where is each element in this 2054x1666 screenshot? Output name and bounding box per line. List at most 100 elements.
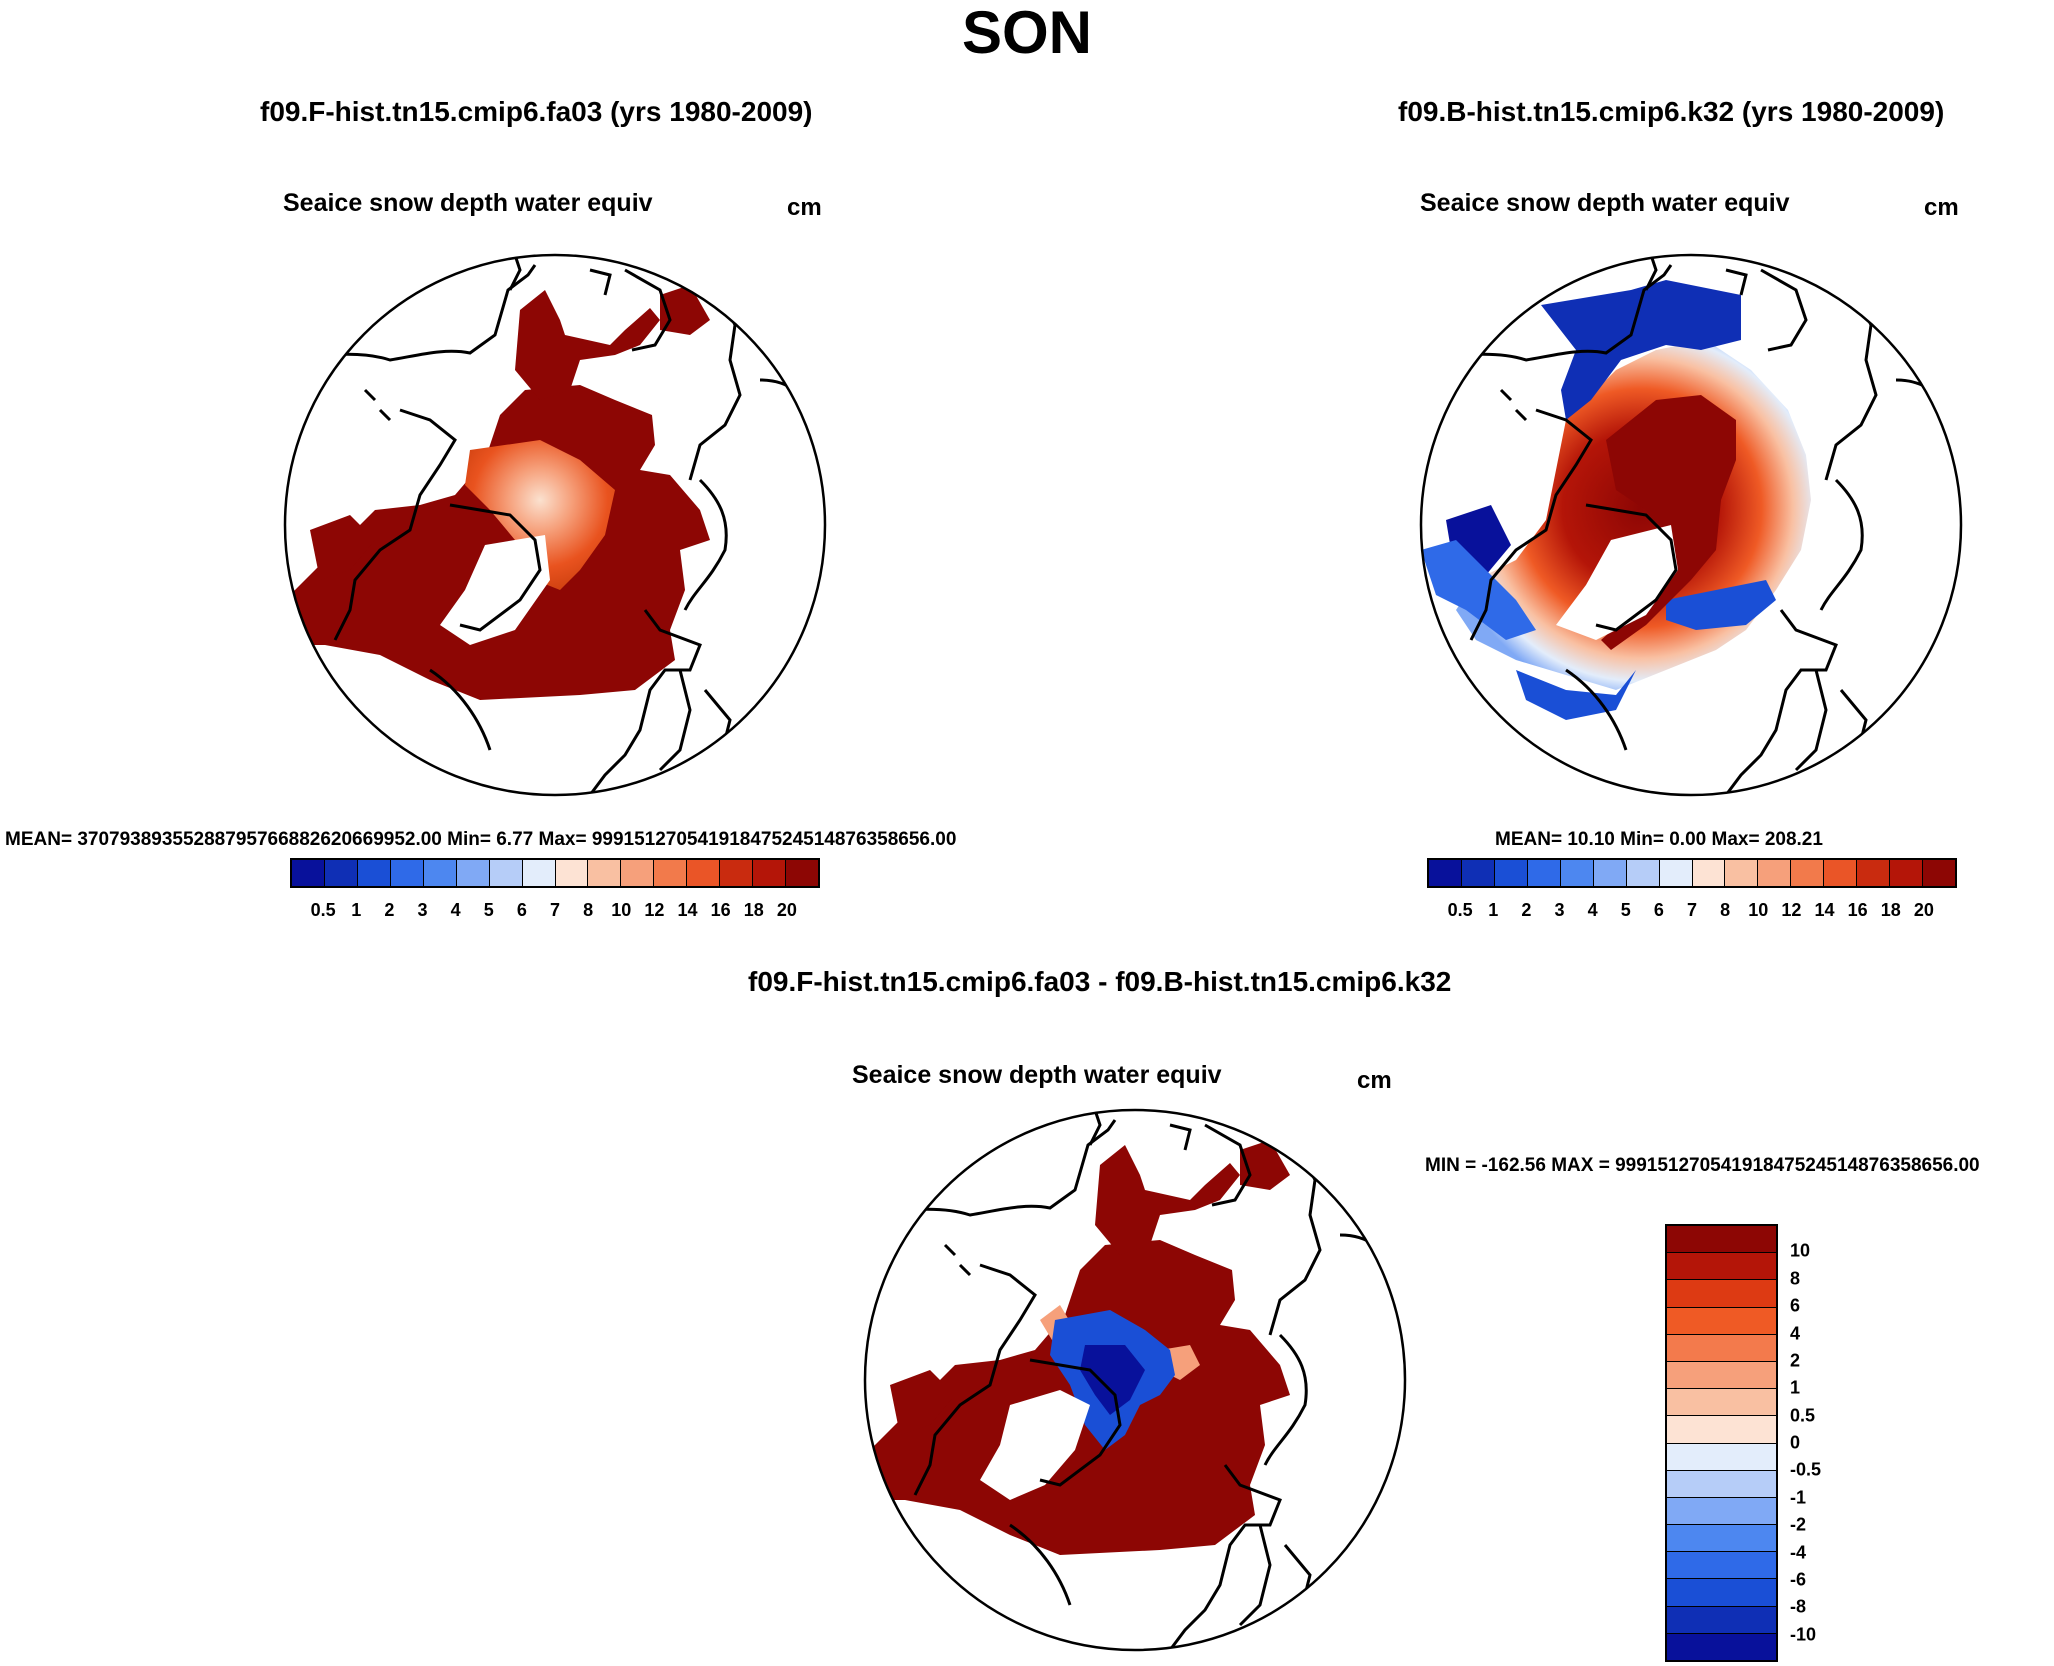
colorbar-swatch [292, 860, 324, 886]
diff-colorbar-swatch [1667, 1415, 1776, 1443]
left-central-arctic-peak [465, 440, 615, 590]
colorbar-swatch [455, 860, 489, 886]
diff-colorbar-tick-label: -6 [1790, 1569, 1807, 1590]
colorbar-tick-label: 3 [417, 900, 428, 920]
diff-colorbar-tick-label: -0.5 [1790, 1459, 1822, 1480]
colorbar-swatch [1757, 860, 1791, 886]
colorbar-swatch [554, 860, 588, 886]
colorbar-swatch [1559, 860, 1593, 886]
diff-colorbar-tick-label: -10 [1790, 1624, 1817, 1645]
colorbar-swatch [587, 860, 621, 886]
colorbar-swatch [1592, 860, 1626, 886]
left-stats-line: MEAN= 37079389355288795766882620669952.0… [5, 829, 957, 850]
diff-colorbar-tick-label: 2 [1790, 1350, 1801, 1371]
colorbar-tick-label: 2 [384, 900, 395, 920]
diff-colorbar-swatch [1667, 1279, 1776, 1307]
diff-colorbar-tick-label: 6 [1790, 1295, 1801, 1316]
colorbar-tick-label: 8 [583, 900, 594, 920]
colorbar-swatch [653, 860, 687, 886]
colorbar-swatch [620, 860, 654, 886]
colorbar-tick-label: 1 [1488, 900, 1499, 920]
colorbar-tick-label: 14 [1814, 900, 1835, 920]
diff-colorbar-swatch [1667, 1524, 1776, 1552]
colorbar-tick-label: 10 [1748, 900, 1769, 920]
colorbar-tick-label: 14 [677, 900, 698, 920]
right-polar-map [1419, 253, 1963, 797]
diff-colorbar-tick-label: 8 [1790, 1268, 1801, 1289]
colorbar-swatch [1922, 860, 1955, 886]
right-variable-label: Seaice snow depth water equiv [1420, 189, 1790, 217]
colorbar-tick-label: 4 [1587, 900, 1598, 920]
diff-colorbar-swatch [1667, 1469, 1776, 1497]
diff-colorbar-tick-label: -2 [1790, 1514, 1807, 1535]
diff-stats-line: MIN = -162.56 MAX = 99915127054191847524… [1425, 1155, 1980, 1176]
right-stats-line: MEAN= 10.10 Min= 0.00 Max= 208.21 [1495, 829, 1823, 850]
left-variable-label: Seaice snow depth water equiv [283, 189, 653, 217]
colorbar-tick-label: 18 [743, 900, 764, 920]
diff-colorbar [1665, 1224, 1778, 1662]
diff-colorbar-tick-label: 1 [1790, 1377, 1801, 1398]
diff-units-label: cm [1357, 1067, 1392, 1094]
diff-colorbar-tick-label: -4 [1790, 1542, 1807, 1562]
colorbar-swatch [1625, 860, 1659, 886]
left-case-title: f09.F-hist.tn15.cmip6.fa03 (yrs 1980-200… [260, 96, 813, 127]
colorbar-swatch [752, 860, 786, 886]
colorbar-tick-label: 0.5 [1447, 900, 1473, 920]
diff-colorbar-swatch [1667, 1605, 1776, 1633]
diff-case-title: f09.F-hist.tn15.cmip6.fa03 - f09.B-hist.… [748, 966, 1452, 997]
right-case-title: f09.B-hist.tn15.cmip6.k32 (yrs 1980-2009… [1398, 96, 1945, 127]
colorbar-tick-label: 20 [1913, 900, 1934, 920]
colorbar-tick-label: 0.5 [310, 900, 336, 920]
colorbar-swatch [488, 860, 522, 886]
diff-colorbar-tick-label: 0 [1790, 1432, 1801, 1453]
colorbar-swatch [1889, 860, 1923, 886]
colorbar-tick-label: 4 [450, 900, 461, 920]
diff-colorbar-tick-label: 4 [1790, 1323, 1801, 1343]
diff-colorbar-tick-label: 0.5 [1790, 1405, 1816, 1426]
colorbar-tick-label: 5 [1620, 900, 1631, 920]
colorbar-swatch [1724, 860, 1758, 886]
colorbar-tick-label: 1 [351, 900, 362, 920]
diff-variable-label: Seaice snow depth water equiv [852, 1061, 1222, 1089]
colorbar-swatch [356, 860, 390, 886]
colorbar-swatch [1493, 860, 1527, 886]
colorbar-swatch [686, 860, 720, 886]
colorbar-tick-label: 16 [1847, 900, 1868, 920]
colorbar-swatch [1691, 860, 1725, 886]
diff-colorbar-swatch [1667, 1496, 1776, 1525]
diff-colorbar-labels: 10 8 6 4 2 1 0.5 0 -0.5 -1 -2 -4 -6 -8 -10 [1790, 1224, 1870, 1662]
diff-colorbar-tick-label: 10 [1790, 1240, 1811, 1261]
diff-colorbar-swatch [1667, 1226, 1776, 1253]
diff-colorbar-swatch [1667, 1578, 1776, 1606]
colorbar-tick-label: 12 [1781, 900, 1802, 920]
colorbar-tick-label: 20 [776, 900, 797, 920]
colorbar-swatch [1429, 860, 1461, 886]
diff-colorbar-tick-label: -8 [1790, 1596, 1807, 1617]
left-colorbar [290, 858, 820, 888]
colorbar-tick-label: 18 [1880, 900, 1901, 920]
colorbar-tick-label: 6 [1653, 900, 1664, 920]
figure-title: SON [961, 0, 1093, 66]
diff-colorbar-swatch [1667, 1388, 1776, 1416]
colorbar-tick-label: 5 [483, 900, 494, 920]
colorbar-swatch [389, 860, 423, 886]
colorbar-swatch [323, 860, 357, 886]
right-units-label: cm [1924, 194, 1959, 221]
colorbar-swatch [1790, 860, 1824, 886]
diff-polar-map [863, 1108, 1407, 1652]
diff-colorbar-swatch [1667, 1632, 1776, 1660]
diff-colorbar-swatch [1667, 1306, 1776, 1334]
right-colorbar [1427, 858, 1957, 888]
left-units-label: cm [787, 194, 822, 221]
diff-colorbar-swatch [1667, 1442, 1776, 1470]
colorbar-swatch [1658, 860, 1692, 886]
left-colorbar-labels: 0.5 1 2 3 4 5 6 7 8 10 12 14 16 18 20 [290, 900, 820, 924]
colorbar-tick-label: 7 [1686, 900, 1698, 920]
colorbar-tick-label: 12 [644, 900, 665, 920]
colorbar-swatch [521, 860, 555, 886]
diff-colorbar-tick-label: -1 [1790, 1487, 1807, 1508]
colorbar-swatch [1460, 860, 1494, 886]
colorbar-swatch [1856, 860, 1890, 886]
colorbar-swatch [719, 860, 753, 886]
diff-colorbar-swatch [1667, 1252, 1776, 1280]
